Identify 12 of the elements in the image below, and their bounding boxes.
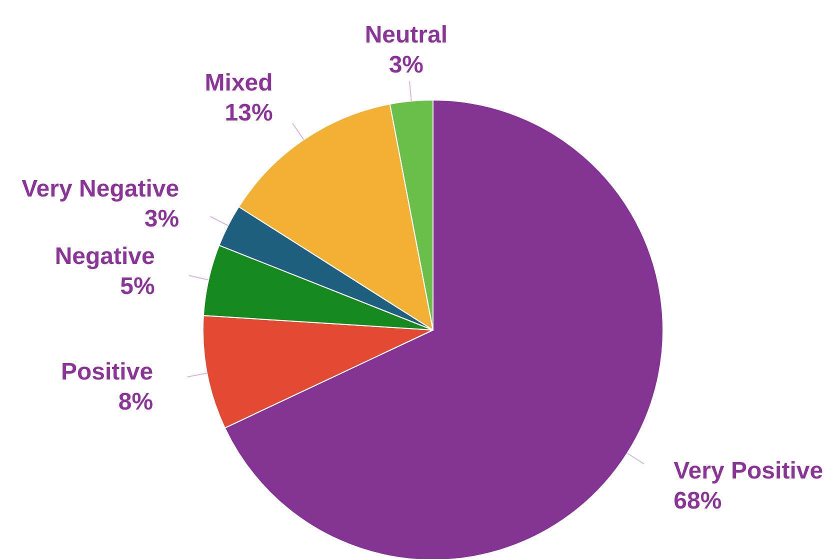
data-label: 13% — [224, 99, 273, 126]
slice-label: Very Negative — [22, 176, 180, 203]
data-label: 68% — [674, 488, 722, 515]
data-label: 3% — [388, 51, 424, 78]
slice-label: Neutral — [364, 21, 448, 48]
data-label: 8% — [118, 388, 154, 416]
slice-label: Very Positive — [674, 458, 824, 485]
data-label: 5% — [120, 272, 155, 300]
slice-label: Negative — [54, 242, 155, 270]
data-label: 3% — [144, 206, 180, 233]
slice-label: Positive — [61, 358, 154, 386]
slice-label: Mixed — [204, 69, 273, 96]
